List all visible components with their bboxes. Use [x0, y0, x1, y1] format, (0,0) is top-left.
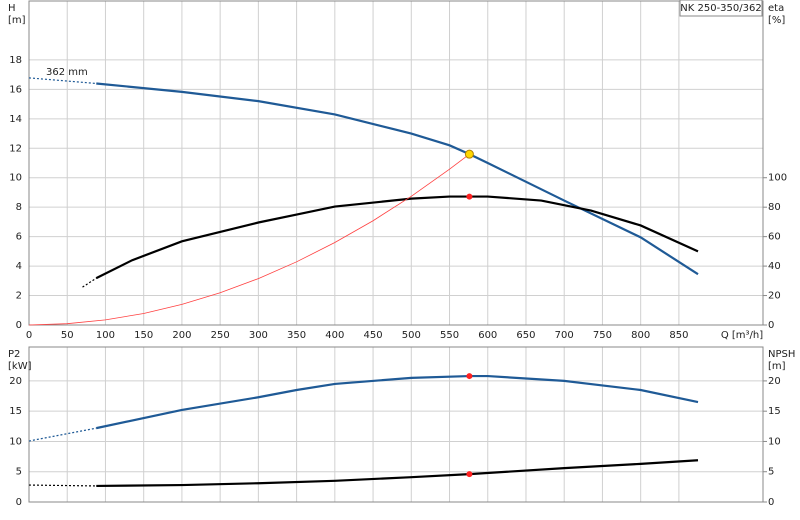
y2-axis-label: eta: [768, 3, 784, 14]
chart-title: NK 250-350/362: [680, 3, 761, 14]
y-axis-unit: [m]: [8, 15, 26, 26]
x-tick-label: 500: [402, 330, 421, 341]
curve: [28, 77, 97, 85]
x-tick-label: 0: [26, 330, 32, 341]
y-tick-label: 16: [9, 84, 22, 95]
x-tick-label: 350: [287, 330, 306, 341]
y-tick-label: 10: [9, 173, 22, 184]
y-tick-label: 2: [16, 291, 22, 302]
y-tick-label: 18: [9, 55, 22, 66]
y-tick-label: 4: [16, 261, 22, 272]
curve: [96, 459, 699, 488]
curve: [96, 82, 699, 276]
y2-axis-unit: [%]: [768, 15, 785, 26]
x-tick-label: 750: [593, 330, 612, 341]
x-tick-label: 400: [325, 330, 344, 341]
title-box: [679, 0, 763, 17]
y2-tick-label: 20: [768, 291, 781, 302]
x-tick-label: 300: [249, 330, 268, 341]
curve: [28, 153, 470, 326]
y-tick-label: 6: [16, 232, 22, 243]
y-tick-label: 0: [16, 320, 22, 331]
x-tick-label: 550: [440, 330, 459, 341]
x-tick-label: 250: [211, 330, 230, 341]
x-tick-label: 600: [478, 330, 497, 341]
y2-axis-label: NPSH: [768, 349, 795, 360]
curve: [96, 374, 699, 430]
operating-point: [466, 193, 473, 200]
y-tick-label: 10: [9, 436, 22, 447]
y-axis-unit: [kW]: [8, 361, 32, 372]
curve: [28, 484, 97, 487]
curve: [28, 427, 97, 442]
y-axis-label: P2: [8, 349, 20, 360]
y2-tick-label: 40: [768, 261, 781, 272]
y-axis-label: H: [8, 3, 16, 14]
y-tick-label: 12: [9, 143, 22, 154]
y2-tick-label: 5: [768, 467, 774, 478]
y2-tick-label: 60: [768, 232, 781, 243]
x-tick-label: 50: [61, 330, 74, 341]
y-tick-label: 14: [9, 114, 22, 125]
x-tick-label: 650: [516, 330, 535, 341]
y2-tick-label: 10: [768, 436, 781, 447]
operating-point: [466, 373, 473, 380]
y-tick-label: 5: [16, 467, 22, 478]
x-tick-label: 700: [555, 330, 574, 341]
x-tick-label: 100: [96, 330, 115, 341]
y2-tick-label: 15: [768, 406, 781, 417]
y2-tick-label: 20: [768, 376, 781, 387]
y2-axis-unit: [m]: [768, 361, 786, 372]
y2-tick-label: 0: [768, 497, 774, 508]
y-tick-label: 20: [9, 376, 22, 387]
annotation: 362 mm: [46, 67, 88, 78]
curve: [82, 277, 97, 288]
plot-frame: [28, 0, 764, 326]
y-tick-label: 15: [9, 406, 22, 417]
y2-tick-label: 100: [768, 173, 787, 184]
y2-tick-label: 0: [768, 320, 774, 331]
x-tick-label: 450: [364, 330, 383, 341]
x-tick-label: 850: [669, 330, 688, 341]
y-tick-label: 0: [16, 497, 22, 508]
x-tick-label: 150: [134, 330, 153, 341]
y2-tick-label: 80: [768, 202, 781, 213]
x-tick-label: 800: [631, 330, 650, 341]
x-tick-label: 200: [172, 330, 191, 341]
y-tick-label: 8: [16, 202, 22, 213]
plot-frame: [28, 346, 764, 503]
operating-point: [464, 149, 474, 159]
curve: [95, 195, 699, 280]
operating-point: [466, 471, 473, 478]
x-axis-label: Q [m³/h]: [721, 330, 763, 341]
